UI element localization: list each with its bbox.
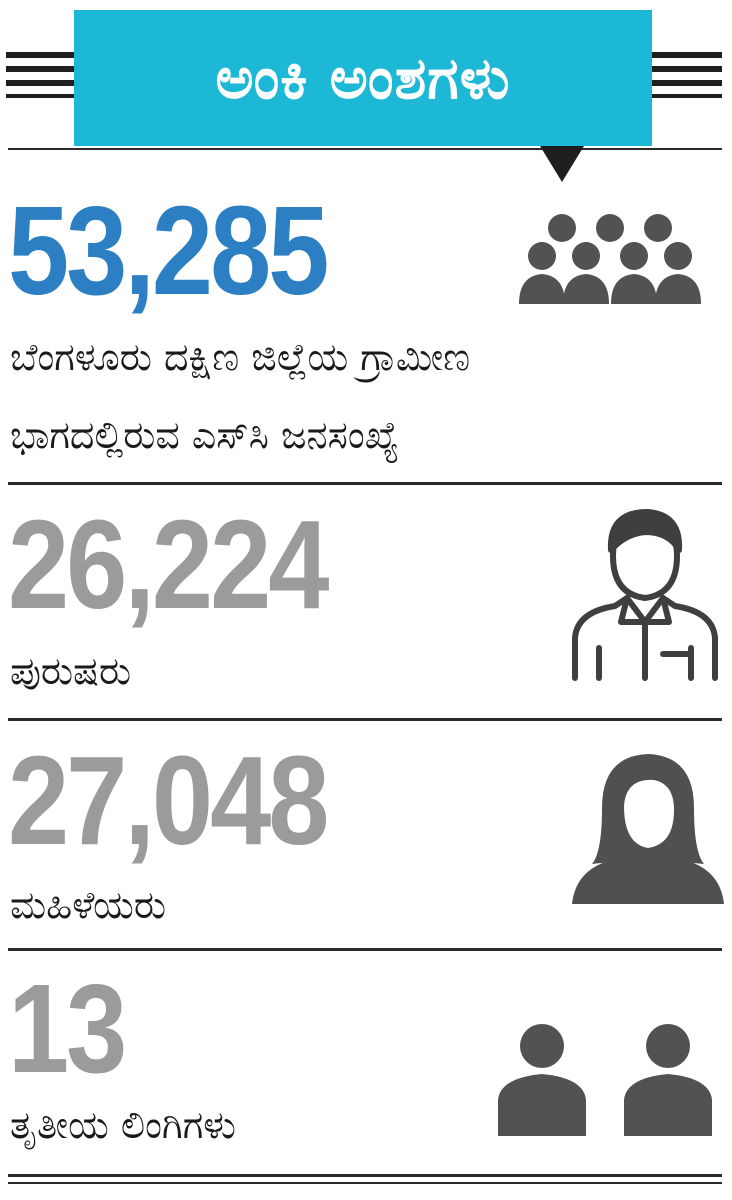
header-pointer — [540, 146, 584, 182]
man-icon — [565, 498, 725, 692]
stat-total-value: 53,285 — [8, 179, 329, 322]
stat-men-value: 26,224 — [8, 493, 329, 636]
stat-third-gender-value: 13 — [8, 957, 127, 1100]
footer-rule-1 — [8, 1174, 722, 1177]
divider-2 — [8, 718, 722, 721]
stat-total-label-line2: ಭಾಗದಲ್ಲಿರುವ ಎಸ್‌ಸಿ ಜನಸಂಖ್ಯೆ — [10, 413, 400, 457]
header-stripes-left — [6, 52, 76, 98]
stat-men-label: ಪುರುಷರು — [10, 649, 132, 693]
stat-third-gender-label: ತೃತೀಯ ಲಿಂಗಿಗಳು — [10, 1103, 236, 1147]
header-title-box: ಅಂಕಿ ಅಂಶಗಳು — [74, 10, 652, 146]
group-people-icon — [515, 206, 705, 310]
divider-1 — [8, 482, 722, 485]
header-stripes-right — [650, 52, 722, 98]
divider-top — [8, 148, 722, 150]
divider-3 — [8, 948, 722, 951]
header-title: ಅಂಕಿ ಅಂಶಗಳು — [215, 44, 511, 112]
stat-total-label-line1: ಬೆಂಗಳೂರು ದಕ್ಷಿಣ ಜಿಲ್ಲೆಯ ಗ್ರಾಮೀಣ — [10, 335, 471, 379]
stat-women-value: 27,048 — [8, 729, 329, 872]
woman-icon — [568, 748, 728, 912]
stat-women-label: ಮಹಿಳೆಯರು — [10, 883, 167, 927]
two-persons-icon — [492, 1016, 722, 1144]
footer-rule-2 — [8, 1182, 722, 1184]
